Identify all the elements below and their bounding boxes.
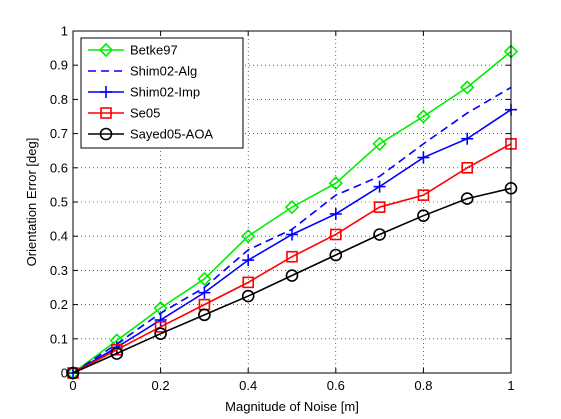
square-marker <box>329 228 342 241</box>
square-marker <box>417 189 430 201</box>
diamond-marker <box>416 109 431 124</box>
y-tick-label: 1 <box>61 24 68 39</box>
square-marker <box>373 201 386 213</box>
square-marker <box>100 107 112 119</box>
x-tick-label: 0 <box>69 378 76 393</box>
circle-marker <box>373 228 386 241</box>
x-tick-label: 1 <box>507 378 514 393</box>
diamond-marker <box>460 80 475 95</box>
square-marker <box>154 321 167 333</box>
circle-marker <box>285 269 299 282</box>
y-axis-label: Orientation Error [deg] <box>24 138 39 267</box>
x-tick-label: 0.6 <box>327 378 345 393</box>
circle-marker <box>154 327 167 340</box>
legend-entry: Betke97 <box>88 43 178 58</box>
x-tick-label: 0.4 <box>239 378 257 393</box>
square-marker <box>242 276 254 289</box>
x-tick-label: 0.8 <box>414 378 432 393</box>
y-tick-label: 0.1 <box>50 331 68 346</box>
y-tick-label: 0.2 <box>50 297 68 312</box>
series-line <box>72 143 512 374</box>
x-axis-label: Magnitude of Noise [m] <box>225 399 359 414</box>
legend-label: Shim02-Imp <box>130 85 200 100</box>
y-tick-label: 0.8 <box>50 92 68 107</box>
square-marker <box>286 250 298 263</box>
series-line <box>72 50 512 374</box>
series-line <box>72 187 512 374</box>
y-tick-label: 0.4 <box>50 229 68 244</box>
circle-marker <box>460 192 474 205</box>
legend-entry: Shim02-Alg <box>88 64 197 79</box>
diamond-marker <box>328 176 343 191</box>
legend-label: Sayed05-AOA <box>130 127 213 142</box>
y-tick-label: 0.9 <box>50 58 68 73</box>
y-tick-label: 0 <box>61 366 68 381</box>
y-tick-label: 0.3 <box>50 263 68 278</box>
legend-label: Se05 <box>130 106 160 121</box>
circle-marker <box>198 308 211 322</box>
y-tick-label: 0.5 <box>50 195 68 210</box>
diamond-marker <box>284 199 300 215</box>
circle-marker <box>110 347 124 360</box>
diamond-marker <box>98 42 114 58</box>
axis-ticks: 0 0.2 0.4 0.6 0.8 1 0 0.1 0.2 0.3 0.4 0.5 0.6 0.7 0.8 0… <box>50 24 515 394</box>
y-tick-label: 0.7 <box>50 126 68 141</box>
legend-entry: Sayed05-AOA <box>88 127 213 142</box>
legend: Betke97 Shim02-Alg Shim02-Imp Se05 Sayed05-A… <box>80 37 244 149</box>
series-layer <box>65 44 519 381</box>
x-tick-label: 0.2 <box>152 378 170 393</box>
circle-marker <box>329 248 343 262</box>
diamond-marker <box>372 136 387 151</box>
circle-marker <box>417 209 430 222</box>
circle-marker <box>241 289 255 303</box>
y-tick-label: 0.6 <box>50 160 68 175</box>
legend-entry: Shim02-Imp <box>88 85 200 100</box>
square-marker <box>461 162 474 174</box>
legend-label: Betke97 <box>130 43 178 58</box>
diamond-marker <box>197 271 212 287</box>
diamond-marker <box>241 229 256 244</box>
legend-entry: Se05 <box>88 106 160 121</box>
circle-marker <box>99 127 113 141</box>
legend-label: Shim02-Alg <box>130 64 197 79</box>
